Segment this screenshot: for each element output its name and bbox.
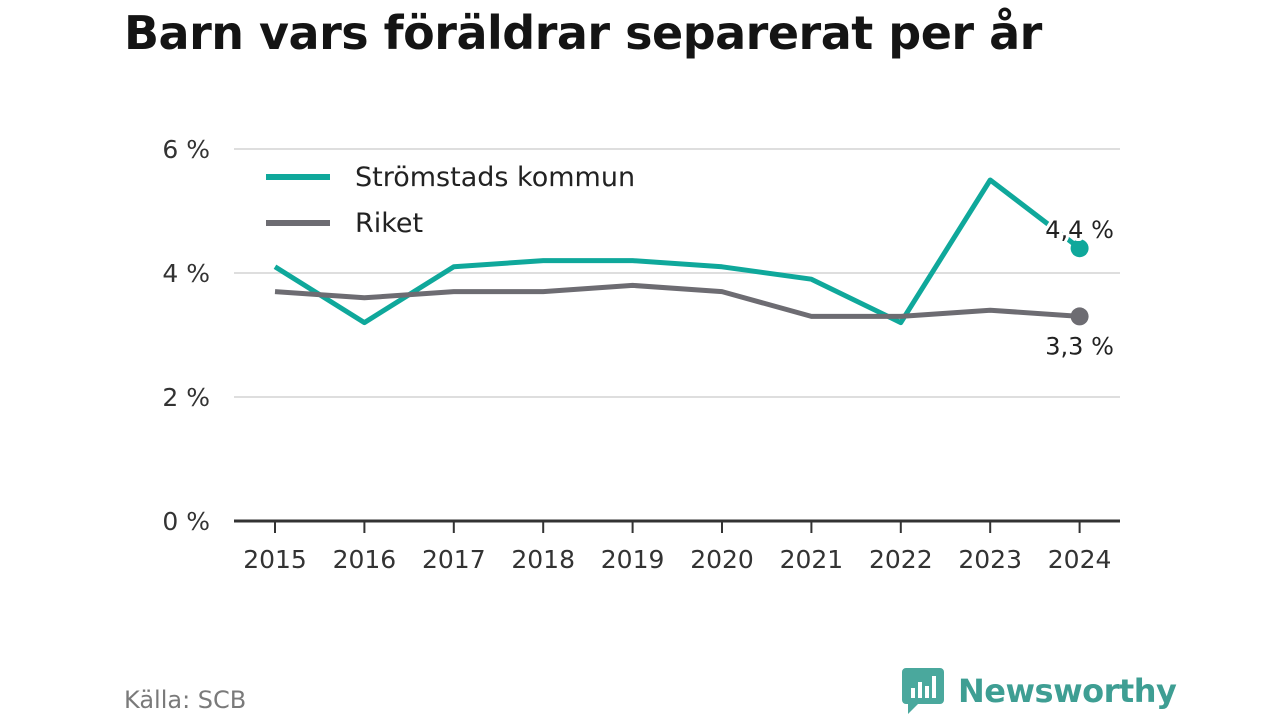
- x-tick-label: 2022: [869, 545, 933, 574]
- x-tick-label: 2017: [422, 545, 486, 574]
- source-note: Källa: SCB: [124, 686, 247, 714]
- x-tick-label: 2021: [780, 545, 844, 574]
- x-tick-label: 2019: [601, 545, 665, 574]
- series-end-label: 3,3 %: [1045, 332, 1114, 360]
- x-tick-label: 2015: [243, 545, 307, 574]
- legend-label: Riket: [355, 208, 423, 239]
- series-line: [273, 177, 1082, 326]
- y-tick-label: 0 %: [162, 507, 210, 536]
- series-end-label: 4,4 %: [1045, 216, 1114, 244]
- series-end-point: [1070, 307, 1089, 326]
- x-tick-label: 2016: [333, 545, 397, 574]
- brand-name: Newsworthy: [958, 672, 1177, 710]
- newsworthy-logo-icon: [902, 668, 944, 714]
- brand-logo: Newsworthy: [902, 668, 1177, 714]
- legend-label: Strömstads kommun: [355, 162, 635, 193]
- y-tick-label: 6 %: [162, 135, 210, 164]
- y-tick-label: 4 %: [162, 259, 210, 288]
- series-end-point: [1070, 239, 1089, 258]
- x-tick-label: 2020: [690, 545, 754, 574]
- chart-title: Barn vars föräldrar separerat per år: [124, 6, 1042, 60]
- series-line: [274, 282, 1080, 319]
- x-tick-label: 2018: [511, 545, 575, 574]
- x-tick-label: 2024: [1048, 545, 1112, 574]
- y-tick-label: 2 %: [162, 383, 210, 412]
- x-tick-label: 2023: [958, 545, 1022, 574]
